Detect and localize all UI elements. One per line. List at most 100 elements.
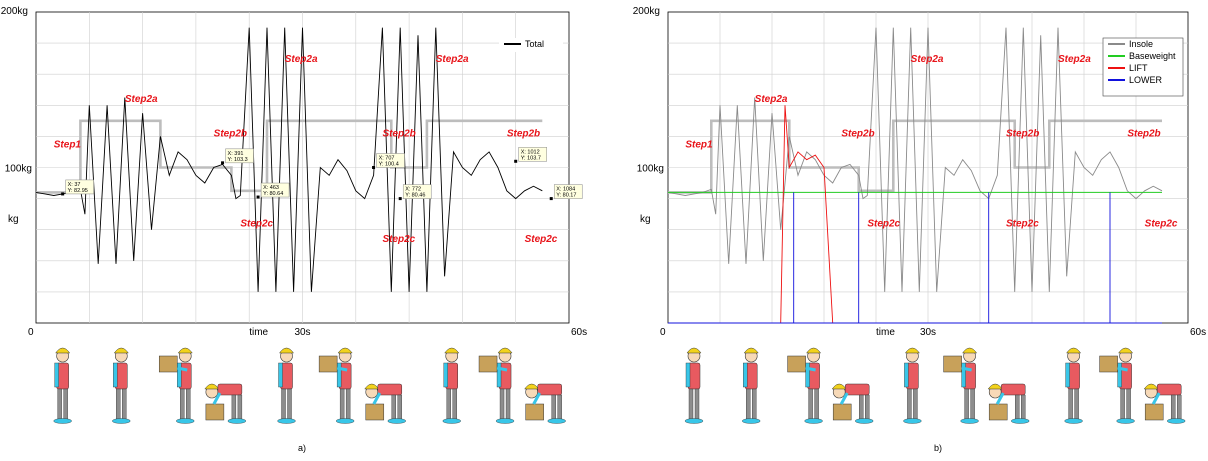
datatip-x: X: 391	[228, 151, 244, 157]
step-label: Step2a	[436, 54, 469, 65]
step-label: Step2a	[125, 94, 158, 105]
datatip-marker	[256, 195, 260, 199]
box-icon	[787, 355, 806, 373]
y-axis-label: kg	[640, 214, 651, 225]
legend-entry: Baseweight	[1129, 51, 1176, 61]
worker-illustrations	[684, 347, 1186, 424]
standing-worker-icon	[318, 347, 355, 424]
datatip-y: Y: 103.3	[228, 157, 248, 163]
standing-worker-icon	[943, 347, 979, 424]
datatip-box	[260, 182, 290, 198]
step-label: Step2c	[240, 219, 273, 230]
legend	[499, 38, 563, 52]
datatip-x: X: 1012	[521, 149, 540, 155]
datatip-marker	[221, 161, 225, 165]
standing-worker-icon	[158, 347, 195, 424]
datatip-marker	[514, 159, 518, 163]
y-axis-label: kg	[8, 214, 19, 225]
y-tick-label: 200kg	[1, 6, 28, 17]
box-icon	[1099, 355, 1118, 373]
step-label: Step2b	[1127, 128, 1160, 139]
datatip-box	[553, 184, 583, 199]
step-label: Step2a	[1058, 54, 1091, 65]
panel-caption: b)	[934, 443, 942, 453]
series-line-lower	[668, 192, 1162, 324]
box-icon	[988, 403, 1008, 421]
series-line-total	[35, 27, 543, 292]
box-icon	[832, 403, 852, 421]
bending-worker-icon	[524, 383, 566, 424]
standing-worker-icon	[903, 347, 922, 424]
x-axis-label: time	[249, 327, 268, 338]
step-label: Step2a	[755, 94, 788, 105]
box-icon	[525, 403, 544, 421]
y-tick-label: 200kg	[633, 6, 660, 17]
step-label: Step2c	[525, 234, 558, 245]
box-icon	[318, 355, 338, 373]
step-label: Step1	[685, 139, 713, 150]
ideal-profile-line	[36, 119, 543, 194]
step-label: Step2b	[841, 128, 874, 139]
datatip-marker	[61, 192, 65, 196]
standing-worker-icon	[277, 347, 296, 424]
step-label: Step2c	[382, 234, 415, 245]
box-icon	[478, 355, 498, 373]
legend-entry: LIFT	[1129, 63, 1148, 73]
bending-worker-icon	[364, 383, 406, 424]
x-tick-label: 30s	[294, 327, 310, 338]
bending-worker-icon	[1143, 383, 1186, 424]
step-label: Step2a	[285, 54, 318, 65]
box-icon	[1144, 403, 1164, 421]
step-label: Step2c	[1145, 219, 1178, 230]
standing-worker-icon	[787, 347, 823, 424]
series-line-lift	[780, 105, 834, 324]
bending-worker-icon	[831, 383, 874, 424]
datatip-y: Y: 80.46	[405, 193, 425, 199]
datatip-box	[376, 153, 405, 168]
standing-worker-icon	[1099, 347, 1135, 424]
panel-caption: a)	[298, 443, 306, 453]
datatip-marker	[549, 197, 553, 201]
worker-illustrations	[53, 347, 566, 424]
datatip-box	[65, 179, 94, 195]
box-icon	[943, 355, 962, 373]
legend-entry: Insole	[1129, 39, 1153, 49]
x-axis-label: time	[876, 327, 895, 338]
datatip-marker	[398, 197, 402, 201]
x-tick-label: 0	[28, 327, 34, 338]
datatip-y: Y: 100.4	[379, 162, 399, 168]
step-label: Step2b	[382, 128, 415, 139]
y-tick-label: 100kg	[5, 164, 32, 175]
datatip-x: X: 707	[379, 156, 395, 162]
datatip-marker	[372, 166, 376, 169]
datatip-y: Y: 80.64	[263, 191, 283, 197]
x-tick-label: 0	[660, 327, 666, 338]
datatip-y: Y: 103.7	[521, 155, 541, 161]
bending-worker-icon	[204, 383, 247, 424]
datatip-y: Y: 80.17	[556, 193, 576, 199]
standing-worker-icon	[478, 347, 515, 424]
step-label: Step2b	[507, 128, 540, 139]
datatip-x: X: 772	[405, 187, 421, 193]
standing-worker-icon	[1064, 347, 1083, 424]
standing-worker-icon	[112, 347, 131, 424]
box-icon	[158, 355, 178, 373]
bending-worker-icon	[987, 383, 1030, 424]
chart-panel-1: Step1 Step2a Step2b Step2c Step2a Step2b Step2…	[633, 6, 1206, 453]
step-label: Step2b	[1006, 128, 1039, 139]
box-icon	[365, 403, 385, 421]
step-label: Step2c	[1006, 219, 1039, 230]
box-icon	[205, 403, 225, 421]
y-tick-label: 100kg	[637, 164, 664, 175]
step-label: Step2b	[214, 128, 247, 139]
ideal-profile-line	[668, 119, 1162, 194]
datatip-box	[402, 184, 432, 199]
x-tick-label: 60s	[1190, 327, 1206, 338]
series-line-insole	[667, 27, 1163, 292]
standing-worker-icon	[442, 347, 461, 424]
x-tick-label: 30s	[920, 327, 936, 338]
datatip-y: Y: 82.95	[68, 188, 88, 194]
step-label: Step1	[54, 139, 82, 150]
standing-worker-icon	[742, 347, 761, 424]
legend-entry: Total	[525, 39, 544, 49]
